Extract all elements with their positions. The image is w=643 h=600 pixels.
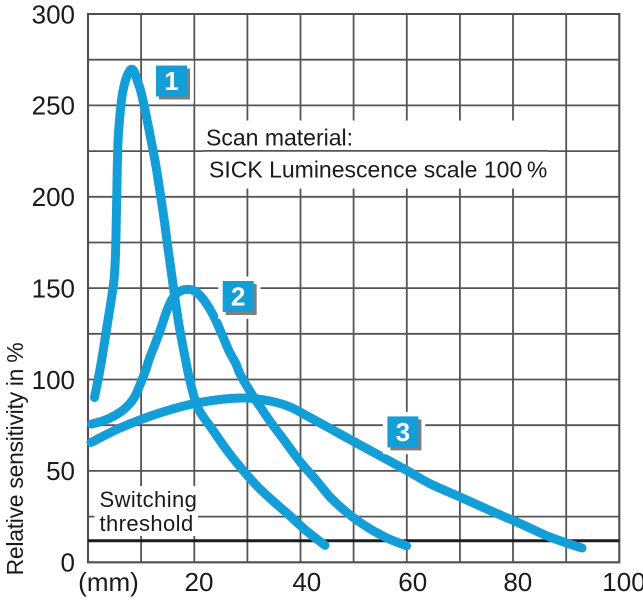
svg-text:100: 100	[602, 567, 643, 597]
svg-text:300: 300	[32, 0, 75, 29]
svg-text:50: 50	[46, 456, 75, 486]
svg-text:60: 60	[398, 567, 427, 597]
svg-text:threshold: threshold	[100, 511, 194, 536]
svg-text:3: 3	[396, 417, 410, 447]
svg-text:Switching: Switching	[100, 487, 198, 512]
svg-text:Relative sensitivity in %: Relative sensitivity in %	[2, 343, 28, 576]
svg-text:20: 20	[185, 567, 214, 597]
svg-text:(mm): (mm)	[78, 567, 139, 597]
svg-text:2: 2	[231, 282, 245, 312]
svg-text:Scan material:: Scan material:	[206, 125, 353, 151]
svg-text:250: 250	[32, 91, 75, 121]
svg-text:200: 200	[32, 182, 75, 212]
svg-text:100: 100	[32, 365, 75, 395]
svg-text:0: 0	[61, 548, 75, 578]
svg-text:SICK Luminescence scale 100 %: SICK Luminescence scale 100 %	[209, 157, 547, 183]
svg-text:80: 80	[503, 567, 532, 597]
svg-text:40: 40	[292, 567, 321, 597]
svg-text:150: 150	[32, 273, 75, 303]
svg-text:1: 1	[164, 66, 178, 96]
